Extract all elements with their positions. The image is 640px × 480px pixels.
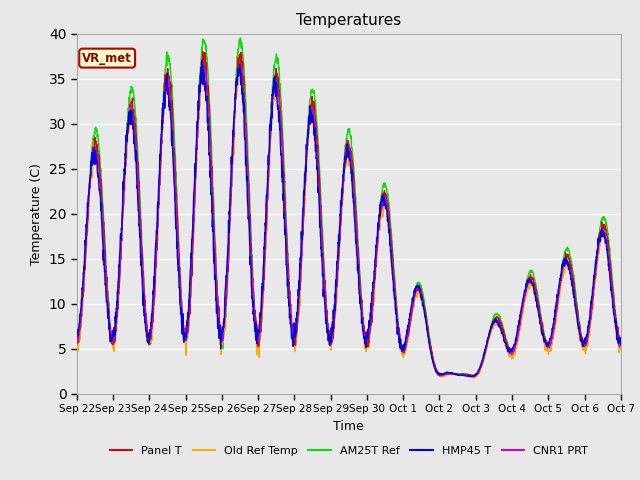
X-axis label: Time: Time xyxy=(333,420,364,432)
Legend: Panel T, Old Ref Temp, AM25T Ref, HMP45 T, CNR1 PRT: Panel T, Old Ref Temp, AM25T Ref, HMP45 … xyxy=(106,441,592,460)
Y-axis label: Temperature (C): Temperature (C) xyxy=(30,163,44,264)
Title: Temperatures: Temperatures xyxy=(296,13,401,28)
Text: VR_met: VR_met xyxy=(82,51,132,65)
